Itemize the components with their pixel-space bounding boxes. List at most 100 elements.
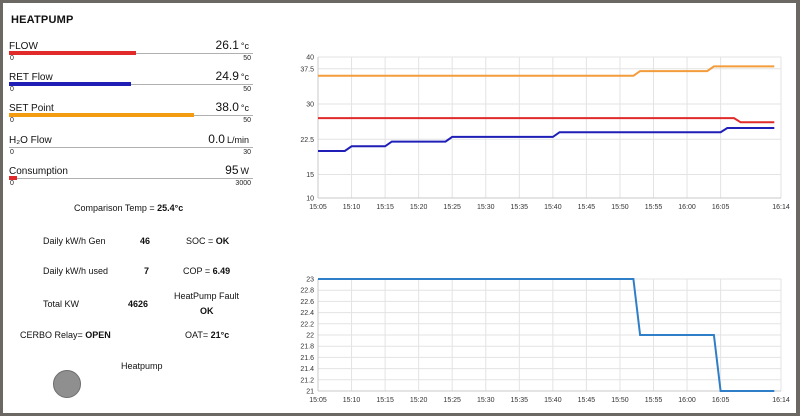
y-tick-label: 22.8 [300,288,314,295]
gauge-h2o-flow: H₂O Flow 0.0 L/min 0 30 [9,132,253,165]
y-tick-label: 22.2 [300,321,314,328]
y-tick-label: 22.4 [300,310,314,317]
gauge-fill [9,176,17,180]
y-tick-label: 21.2 [300,377,314,384]
x-tick-label: 15:05 [309,204,327,211]
heatpump-fault-label: HeatPump Fault [174,291,240,301]
gauge-value: 0.0 L/min [208,132,249,146]
x-tick-label: 15:30 [477,204,495,211]
y-tick-label: 37.5 [300,66,314,73]
x-tick-label: 15:50 [611,204,629,211]
cerbo-relay: CERBO Relay= OPEN [20,330,111,340]
x-tick-label: 15:10 [343,397,361,404]
gauge-set-point: SET Point 38.0 °c 0 50 [9,100,253,133]
y-tick-label: 15 [306,172,314,179]
y-tick-label: 21.6 [300,355,314,362]
daily-used-value: 7 [144,266,150,276]
x-tick-label: 16:05 [712,397,730,404]
gauge-value: 26.1 °c [215,38,249,52]
series-line-0 [318,278,775,392]
gauge-min: 0 [10,149,14,156]
x-tick-label: 15:35 [511,397,529,404]
x-tick-label: 15:45 [578,397,596,404]
daily-gen-label: Daily kW/h Gen [43,236,106,246]
x-tick-label: 16:00 [678,397,696,404]
x-tick-label: 15:30 [477,397,495,404]
gauge-max: 30 [243,149,251,156]
total-kw-value: 4626 [128,299,149,309]
series-line-2 [318,127,775,152]
x-tick-label: 15:45 [578,204,596,211]
gauge-fill [9,51,136,55]
comparison-temp: Comparison Temp = 25.4°c [74,203,184,213]
gauge-max: 50 [243,55,251,62]
cop-status: COP = 6.49 [183,266,231,276]
y-tick-label: 21.4 [300,366,314,373]
temperature-chart: 10 15 22.5 30 37.5 40 15:05 15:10 15:15 15:20 15:2… [300,55,790,212]
x-tick-label: 15:55 [645,204,663,211]
x-tick-label: 15:20 [410,397,428,404]
y-tick-label: 22.6 [300,299,314,306]
gauge-max: 50 [243,86,251,93]
daily-gen-value: 46 [140,236,151,246]
x-tick-label: 16:14 [772,204,790,211]
y-tick-label: 10 [306,196,314,203]
gauge-min: 0 [10,180,14,187]
x-tick-label: 16:00 [678,204,696,211]
gauge-label: H₂O Flow [9,135,52,146]
x-tick-label: 15:40 [544,204,562,211]
oat-chart: 21 21.2 21.4 21.6 21.8 22 22.2 22.4 22.6 22.8 23 15… [300,277,790,405]
gauge-fill [9,113,195,117]
x-tick-label: 15:25 [443,204,461,211]
gauge-label: Consumption [9,166,68,177]
gauge-label: FLOW [9,41,38,52]
y-tick-label: 21.8 [300,344,314,351]
heatpump-label: Heatpump [121,361,163,371]
x-tick-label: 15:50 [611,397,629,404]
x-tick-label: 15:05 [309,397,327,404]
total-kw-label: Total KW [43,299,80,309]
gauge-value: 38.0 °c [215,100,249,114]
x-tick-label: 16:14 [772,397,790,404]
gauge-fill [9,82,131,86]
gauge-max: 50 [243,117,251,124]
gauge-min: 0 [10,117,14,124]
gauge-ret-flow: RET Flow 24.9 °c 0 50 [9,69,253,102]
gauge-flow: FLOW 26.1 °c 0 50 [9,38,253,71]
gauge-track [9,178,253,179]
series-line-0 [318,65,775,77]
gauge-value: 95 W [225,163,249,177]
y-tick-label: 40 [306,55,314,62]
x-tick-label: 15:15 [376,204,394,211]
x-tick-label: 15:10 [343,204,361,211]
x-tick-label: 15:15 [376,397,394,404]
page-title: HEATPUMP [11,14,74,26]
y-tick-label: 23 [306,277,314,284]
gauge-label: SET Point [9,103,54,114]
soc-status: SOC = OK [186,236,230,246]
y-tick-label: 30 [306,102,314,109]
x-tick-label: 15:20 [410,204,428,211]
gauge-min: 0 [10,86,14,93]
gauge-track [9,84,253,85]
y-tick-label: 22.5 [300,137,314,144]
gauge-min: 0 [10,55,14,62]
daily-used-label: Daily kW/h used [43,266,109,276]
x-tick-label: 15:55 [645,397,663,404]
x-tick-label: 15:35 [511,204,529,211]
gauge-track [9,147,253,148]
series-line-1 [318,117,775,124]
x-tick-label: 15:25 [443,397,461,404]
heatpump-fault-value: OK [200,306,214,316]
y-tick-label: 22 [306,333,314,340]
oat-temp: OAT= 21°c [185,330,230,340]
dashboard-panel: HEATPUMP FLOW 26.1 °c 0 50 RET Flow 24.9 °… [3,3,796,413]
gauge-consumption: Consumption 95 W 0 3000 [9,163,253,196]
gauge-label: RET Flow [9,72,53,83]
heatpump-status-lamp [53,370,81,398]
gauge-max: 3000 [235,180,251,187]
y-tick-label: 21 [306,389,314,396]
x-tick-label: 15:40 [544,397,562,404]
gauge-value: 24.9 °c [215,69,249,83]
x-tick-label: 16:05 [712,204,730,211]
